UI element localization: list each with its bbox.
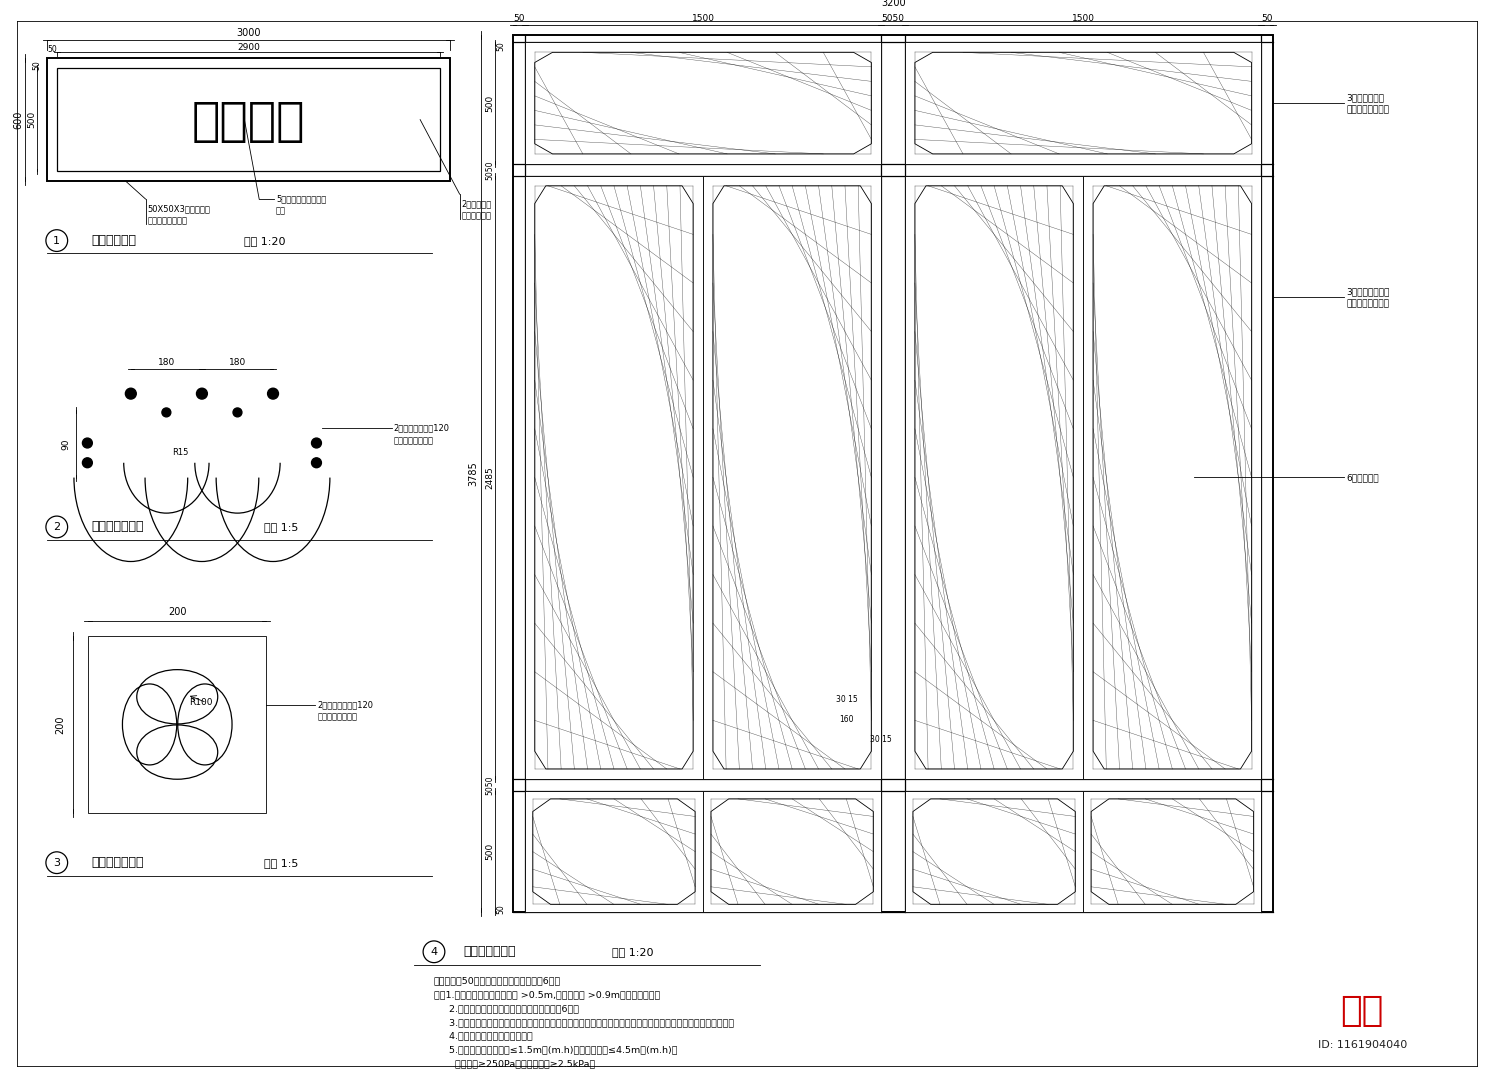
- Circle shape: [82, 438, 93, 448]
- Text: 200: 200: [55, 715, 66, 734]
- Text: 3: 3: [54, 858, 60, 868]
- Text: ID: 1161904040: ID: 1161904040: [1318, 1041, 1407, 1050]
- Text: 90: 90: [61, 438, 70, 450]
- Text: 2900: 2900: [238, 43, 260, 52]
- Bar: [88, 636, 266, 813]
- Text: 2: 2: [54, 522, 60, 532]
- Text: 深灰色氟碳漆饰面: 深灰色氟碳漆饰面: [317, 712, 357, 721]
- Text: 4: 4: [430, 947, 438, 957]
- Text: 30 15: 30 15: [871, 735, 892, 744]
- Text: R15: R15: [172, 448, 188, 458]
- Text: 3厚铝合金边框: 3厚铝合金边框: [1346, 93, 1385, 103]
- Text: 2485: 2485: [486, 466, 495, 489]
- Text: 比例 1:5: 比例 1:5: [264, 858, 299, 868]
- Circle shape: [312, 438, 321, 448]
- Text: 比例 1:20: 比例 1:20: [245, 235, 285, 246]
- Text: 金属瓦片一详图: 金属瓦片一详图: [91, 521, 143, 534]
- Text: 200: 200: [167, 607, 187, 616]
- Text: 渡城商店: 渡城商店: [191, 99, 305, 145]
- Text: 160: 160: [840, 715, 855, 724]
- Text: 50: 50: [1261, 14, 1273, 23]
- Text: 深砂色氟碳漆饰面: 深砂色氟碳漆饰面: [1346, 299, 1389, 308]
- Circle shape: [161, 408, 170, 417]
- Text: 180: 180: [158, 358, 175, 366]
- Bar: [1083, 176, 1261, 779]
- Text: 5050: 5050: [881, 14, 905, 23]
- Circle shape: [197, 388, 208, 400]
- Text: 比例 1:20: 比例 1:20: [611, 947, 653, 957]
- Text: 浅砂色氟碳漆饰面: 浅砂色氟碳漆饰面: [148, 216, 188, 226]
- Text: 4.所有门窗数量均以实际为准。: 4.所有门窗数量均以实际为准。: [433, 1032, 533, 1041]
- Text: 5.气密性能单位缝长，≤1.5m／(m.h)，单位面积，≤4.5m／(m.h)；: 5.气密性能单位缝长，≤1.5m／(m.h)，单位面积，≤4.5m／(m.h)；: [433, 1046, 677, 1055]
- Bar: [1083, 790, 1261, 912]
- Text: 金属瓦片二详图: 金属瓦片二详图: [91, 856, 143, 869]
- Text: 3厚铝合金装饰条: 3厚铝合金装饰条: [1346, 287, 1389, 296]
- Text: 2厚金属瓦片，宽120: 2厚金属瓦片，宽120: [317, 700, 374, 709]
- Text: 50: 50: [46, 44, 57, 54]
- Text: 苏式屏风门详图: 苏式屏风门详图: [463, 945, 515, 958]
- Bar: [905, 790, 1083, 912]
- Text: 3000: 3000: [236, 28, 260, 39]
- Text: 深灰色氟碳漆饰面: 深灰色氟碳漆饰面: [393, 436, 433, 446]
- Text: 5厚白色透光亚克力字: 5厚白色透光亚克力字: [276, 194, 326, 204]
- Text: 3200: 3200: [881, 0, 905, 8]
- Bar: [704, 176, 881, 779]
- Bar: [46, 58, 450, 182]
- Text: 比例 1:5: 比例 1:5: [264, 522, 299, 532]
- Text: 6厚钢化玻璃: 6厚钢化玻璃: [1346, 473, 1379, 482]
- Text: 180: 180: [229, 358, 247, 366]
- Text: 500: 500: [27, 111, 36, 128]
- Circle shape: [312, 458, 321, 467]
- Text: 50: 50: [33, 60, 42, 70]
- Text: 5050: 5050: [486, 775, 495, 795]
- Text: 2厚钢板外包: 2厚钢板外包: [462, 200, 492, 208]
- Text: 知末: 知末: [1340, 993, 1383, 1028]
- Text: 1500: 1500: [1071, 14, 1095, 23]
- Bar: [512, 35, 1273, 912]
- Text: 3.所有门窗均为洞口尺寸，实际尺寸需现场测量核实，安装制作均以实际尺寸为准（应考虑实际完成面尺寸）。: 3.所有门窗均为洞口尺寸，实际尺寸需现场测量核实，安装制作均以实际尺寸为准（应考…: [433, 1018, 734, 1027]
- Circle shape: [233, 408, 242, 417]
- Bar: [57, 68, 439, 172]
- Text: 1: 1: [54, 235, 60, 246]
- Bar: [512, 164, 1273, 176]
- Text: 500: 500: [486, 843, 495, 860]
- Circle shape: [82, 458, 93, 467]
- Text: 1500: 1500: [692, 14, 714, 23]
- Text: 3785: 3785: [469, 462, 478, 487]
- Text: 门窗要素：50宽钐合金窗框，玻璃厉度为6厉。: 门窗要素：50宽钐合金窗框，玻璃厉度为6厉。: [433, 976, 562, 986]
- Text: 胶粘: 胶粘: [276, 206, 285, 216]
- Bar: [905, 176, 1083, 779]
- Circle shape: [267, 388, 278, 400]
- Bar: [524, 790, 704, 912]
- Text: 深砂色氟碳漆饰面: 深砂色氟碳漆饰面: [1346, 105, 1389, 115]
- Text: 50: 50: [496, 903, 505, 914]
- Text: 50: 50: [496, 41, 505, 50]
- Text: 2厚金属瓦片，宽120: 2厚金属瓦片，宽120: [393, 424, 450, 433]
- Bar: [704, 790, 881, 912]
- Bar: [512, 779, 1273, 790]
- Text: 水密性能≥250Pa；抗风压性能≥2.5kPa；: 水密性能≥250Pa；抗风压性能≥2.5kPa；: [433, 1059, 595, 1069]
- Text: 仿木纹涂饰面: 仿木纹涂饰面: [462, 212, 492, 220]
- Bar: [905, 43, 1261, 164]
- Text: 2.外窗选用组型材普通玻璃窗（玻璃厉度为6）。: 2.外窗选用组型材普通玻璃窗（玻璃厉度为6）。: [433, 1004, 580, 1013]
- Text: R100: R100: [190, 698, 212, 707]
- Bar: [524, 176, 704, 779]
- Circle shape: [125, 388, 136, 400]
- Bar: [524, 43, 881, 164]
- Text: 5050: 5050: [486, 160, 495, 179]
- Text: 50X50X3厚镀锌钢管: 50X50X3厚镀锌钢管: [148, 204, 211, 214]
- Text: 店铺门牌详图: 店铺门牌详图: [91, 234, 136, 247]
- Text: 30 15: 30 15: [835, 695, 858, 705]
- Bar: [881, 35, 905, 912]
- Text: 600: 600: [13, 111, 24, 129]
- Text: 注：1.除过明外有框门玻璃面积 >0.5m,窗玻璃面积 >0.9m均为安全玻璃。: 注：1.除过明外有框门玻璃面积 >0.5m,窗玻璃面积 >0.9m均为安全玻璃。: [433, 990, 660, 999]
- Text: 50: 50: [512, 14, 524, 23]
- Text: 500: 500: [486, 95, 495, 112]
